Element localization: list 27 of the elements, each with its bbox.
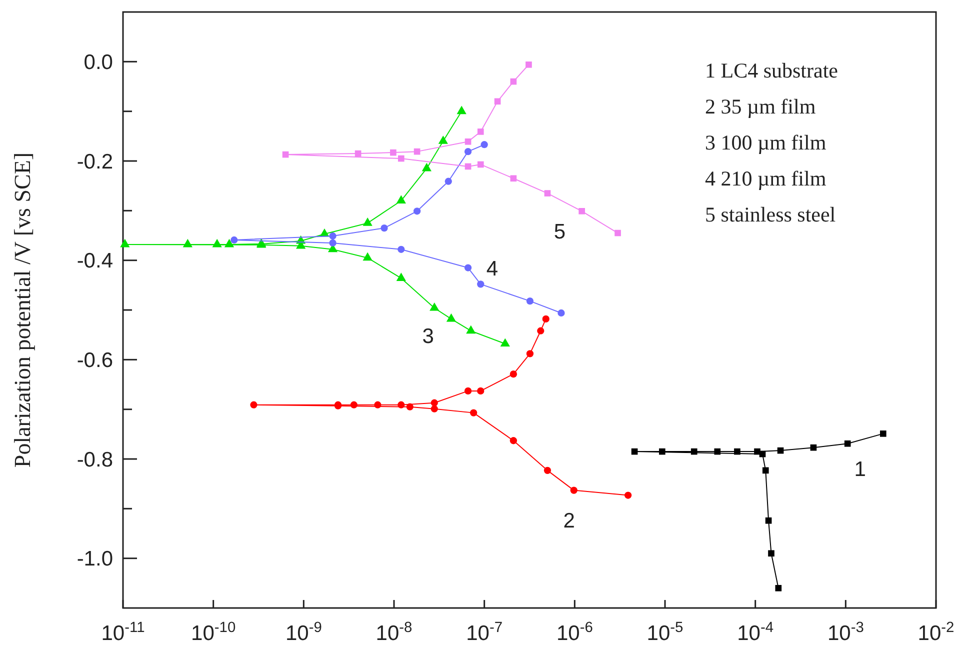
x-tick-label: 10$^{-8}$ bbox=[376, 620, 412, 645]
y-tick-label: -0.8 bbox=[76, 448, 113, 472]
series-label: 3 bbox=[422, 325, 434, 348]
x-tick-label: 10$^{-3}$ bbox=[827, 620, 864, 645]
series-label: 1 bbox=[854, 458, 866, 482]
x-tick-label: 10$^{-5}$ bbox=[646, 620, 684, 645]
annotation: 2 35 µm film bbox=[705, 94, 816, 118]
x-tick-label: 10$^{-6}$ bbox=[556, 620, 593, 645]
annotation: 3 100 µm film bbox=[705, 130, 826, 154]
y-tick-label: -0.4 bbox=[76, 250, 114, 273]
x-tick-label: 10$^{-2}$ bbox=[918, 620, 954, 645]
y-tick-label: -0.2 bbox=[76, 150, 113, 174]
annotation: 4 210 µm film bbox=[705, 166, 826, 190]
series-label: 5 bbox=[554, 220, 566, 244]
annotation: 5 stainless steel bbox=[705, 202, 836, 226]
series-label: 2 bbox=[563, 510, 575, 533]
x-tick-label: 10$^{-9}$ bbox=[285, 620, 322, 645]
x-tick-label: 10$^{-7}$ bbox=[466, 620, 503, 645]
x-tick-label: 10$^{-4}$ bbox=[737, 620, 774, 645]
y-tick-label: -0.6 bbox=[76, 349, 113, 372]
x-tick-label: 10$^{-10}$ bbox=[191, 620, 236, 645]
annotation: 1 LC4 substrate bbox=[705, 58, 838, 82]
y-axis-title: Polarization potential /V [vs SCE] bbox=[10, 152, 35, 468]
y-tick-label: -1.0 bbox=[76, 548, 113, 571]
series-label: 4 bbox=[486, 257, 498, 280]
y-tick-label: 0.0 bbox=[84, 51, 113, 74]
x-tick-label: 10$^{-11}$ bbox=[101, 620, 145, 645]
